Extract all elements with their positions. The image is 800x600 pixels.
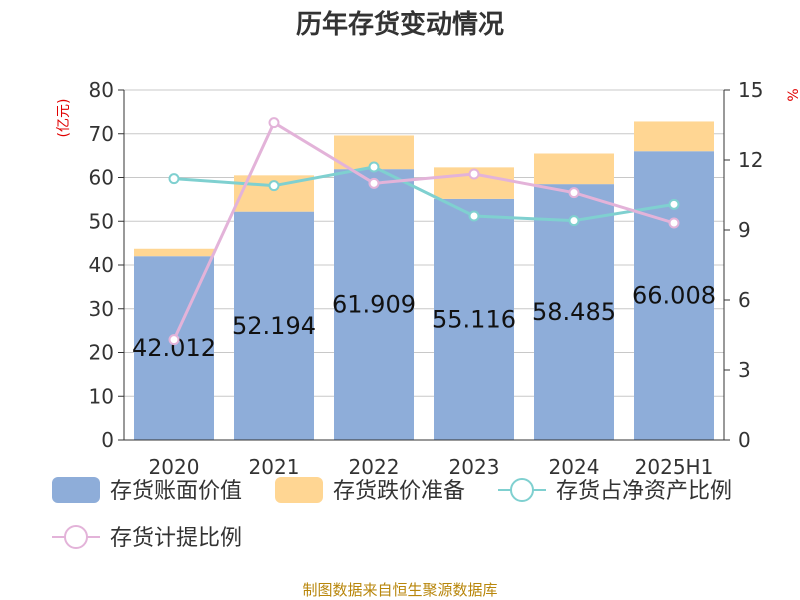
chart-title: 历年存货变动情况 bbox=[296, 9, 504, 40]
left-axis-tick-label: 80 bbox=[89, 78, 114, 102]
left-axis-tick-label: 30 bbox=[89, 297, 114, 321]
left-axis-tick-label: 40 bbox=[89, 253, 114, 277]
left-axis-tick-label: 10 bbox=[89, 384, 114, 408]
legend-label: 存货占净资产比例 bbox=[556, 479, 732, 504]
legend-label: 存货计提比例 bbox=[110, 526, 242, 551]
legend-swatch bbox=[52, 477, 100, 503]
bar-impairment-reserve bbox=[634, 121, 714, 152]
right-axis-unit: % bbox=[786, 88, 800, 101]
x-axis-tick-label: 2020 bbox=[149, 455, 200, 479]
left-axis-tick-label: 0 bbox=[101, 428, 114, 452]
line-provision-ratio bbox=[172, 120, 675, 341]
x-axis-tick-label: 2024 bbox=[549, 455, 600, 479]
left-axis-tick-label: 70 bbox=[89, 122, 114, 146]
legend-swatch-marker bbox=[64, 525, 88, 549]
left-axis-tick-label: 50 bbox=[89, 209, 114, 233]
line-provision-ratio-point bbox=[168, 334, 180, 346]
right-axis-tick-label: 3 bbox=[738, 358, 751, 382]
bar-book-value bbox=[334, 169, 414, 440]
line-inventory-to-net-assets-point bbox=[468, 210, 480, 222]
legend-swatch-marker bbox=[510, 478, 534, 502]
bar-value-label: 55.116 bbox=[432, 305, 516, 333]
axes: 0 10 20 30 40 50 60 70 80 0 3 6 9 12 15 2020 2021 2022 202… bbox=[89, 78, 764, 479]
line-inventory-to-net-assets bbox=[173, 165, 675, 223]
bar-value-label: 58.485 bbox=[532, 298, 616, 326]
bar-value-label: 61.909 bbox=[332, 291, 416, 319]
bar-value-label: 66.008 bbox=[632, 282, 716, 310]
bar-book-value bbox=[434, 198, 514, 440]
right-axis-tick-label: 9 bbox=[738, 218, 751, 242]
line-inventory-to-net-assets-point bbox=[568, 215, 580, 227]
x-axis-tick-label: 2023 bbox=[449, 455, 500, 479]
legend-label: 存货账面价值 bbox=[110, 479, 242, 504]
bars bbox=[134, 121, 714, 440]
line-inventory-to-net-assets-point bbox=[368, 161, 380, 173]
x-axis-tick-label: 2021 bbox=[249, 455, 300, 479]
right-axis-tick-label: 6 bbox=[738, 288, 751, 312]
right-axis-tick-label: 15 bbox=[738, 78, 763, 102]
data-source-note: 制图数据来自恒生聚源数据库 bbox=[302, 581, 497, 599]
x-axis-tick-label: 2022 bbox=[349, 455, 400, 479]
line-provision-ratio-point bbox=[368, 177, 380, 189]
line-provision-ratio-point bbox=[468, 168, 480, 180]
bar-value-label: 52.194 bbox=[232, 312, 316, 340]
bar-impairment-reserve bbox=[134, 248, 214, 257]
left-axis-tick-label: 20 bbox=[89, 341, 114, 365]
line-inventory-to-net-assets-point bbox=[268, 180, 280, 192]
right-axis-tick-label: 12 bbox=[738, 148, 763, 172]
right-axis-tick-label: 0 bbox=[738, 428, 751, 452]
line-provision-ratio-point bbox=[268, 117, 280, 129]
legend-swatch bbox=[275, 477, 323, 503]
bar-book-value bbox=[234, 211, 314, 440]
legend-label: 存货跌价准备 bbox=[333, 479, 465, 504]
x-axis-tick-label: 2025H1 bbox=[635, 455, 714, 479]
bar-book-value bbox=[534, 184, 614, 440]
left-axis-tick-label: 60 bbox=[89, 166, 114, 190]
line-provision-ratio-point bbox=[668, 217, 680, 229]
line-inventory-to-net-assets-point bbox=[668, 198, 680, 210]
left-axis-unit: (亿元) bbox=[56, 99, 72, 138]
bar-impairment-reserve bbox=[534, 153, 614, 185]
bar-book-value bbox=[134, 256, 214, 440]
line-provision-ratio-point bbox=[568, 187, 580, 199]
line-inventory-to-net-assets-point bbox=[168, 173, 180, 185]
lines bbox=[168, 117, 680, 346]
